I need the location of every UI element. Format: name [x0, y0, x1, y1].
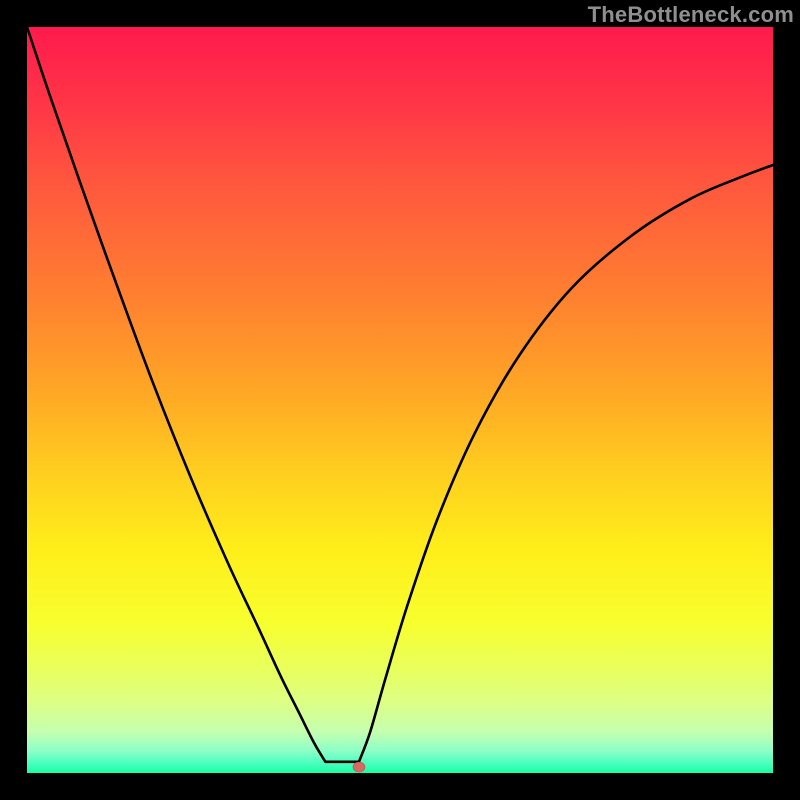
chart-container: { "watermark": { "text": "TheBottleneck.… — [0, 0, 800, 800]
plot-background — [27, 27, 773, 773]
bottleneck-chart — [0, 0, 800, 800]
optimum-marker — [353, 762, 365, 772]
watermark-text: TheBottleneck.com — [588, 2, 794, 28]
